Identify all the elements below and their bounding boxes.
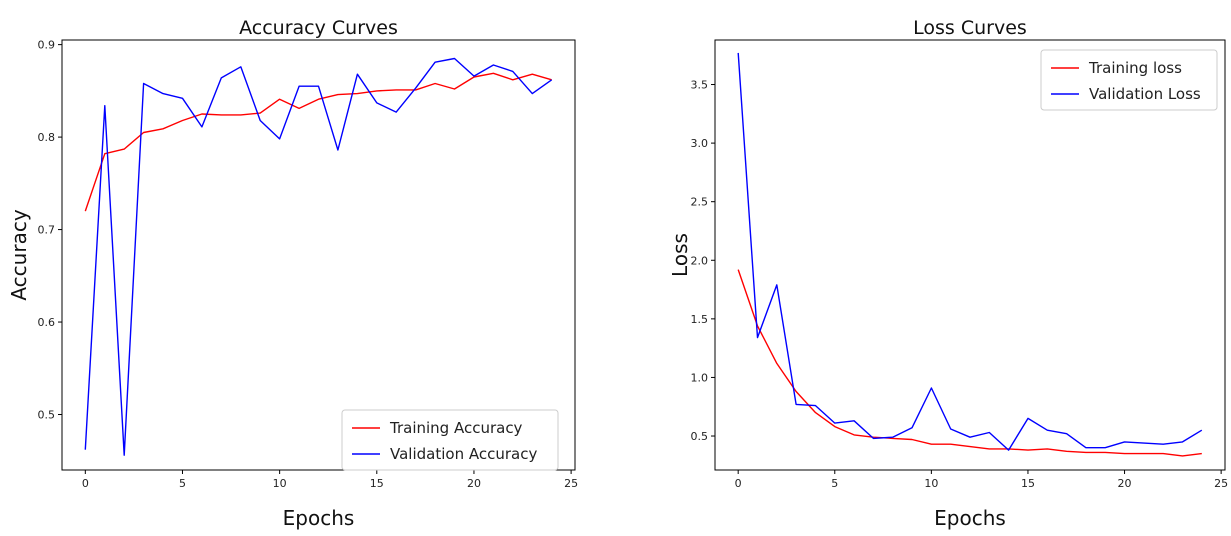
loss-y-tick-label: 3.0 xyxy=(691,137,709,150)
accuracy-series-line-validation-accuracy xyxy=(84,57,553,456)
accuracy-plot-frame xyxy=(61,39,576,471)
loss-x-tick-label: 0 xyxy=(735,477,742,490)
accuracy-series-line-training-accuracy xyxy=(84,72,552,212)
accuracy-legend: Training Accuracy Validation Accuracy xyxy=(341,409,559,471)
loss-y-tick-label: 0.5 xyxy=(691,430,709,443)
loss-x-tick-label: 10 xyxy=(924,477,938,490)
loss-x-tick-label: 25 xyxy=(1214,477,1228,490)
loss-y-axis-label: Loss xyxy=(668,233,692,277)
loss-chart-title: Loss Curves xyxy=(913,17,1027,39)
loss-legend-label: Validation Loss xyxy=(1089,85,1201,103)
loss-x-tick-label: 15 xyxy=(1021,477,1035,490)
loss-y-tick-label: 1.5 xyxy=(691,313,709,326)
accuracy-x-tick-label: 15 xyxy=(370,477,384,490)
accuracy-y-tick-label: 0.5 xyxy=(38,409,56,422)
loss-legend-box xyxy=(1040,49,1218,111)
loss-legend: Training loss Validation Loss xyxy=(1040,49,1218,111)
accuracy-y-axis-label: Accuracy xyxy=(7,209,31,300)
loss-series-line-validation-loss xyxy=(737,52,1203,451)
loss-y-tick-label: 3.5 xyxy=(691,79,709,92)
loss-legend-label: Training loss xyxy=(1088,59,1182,77)
accuracy-y-tick-label: 0.6 xyxy=(38,316,56,329)
loss-plot-frame xyxy=(714,39,1226,471)
accuracy-y-tick-label: 0.9 xyxy=(38,39,56,52)
loss-chart: Loss Curves Epochs Loss 0 5 10 15 20 25 0.5 1.0 1.5… xyxy=(668,17,1228,530)
accuracy-chart-title: Accuracy Curves xyxy=(239,17,398,39)
accuracy-x-tick-label: 25 xyxy=(564,477,578,490)
accuracy-x-tick-label: 0 xyxy=(82,477,89,490)
loss-series-line-training-loss xyxy=(737,269,1202,457)
loss-y-tick-label: 2.0 xyxy=(691,254,709,267)
accuracy-legend-label: Training Accuracy xyxy=(389,419,523,437)
accuracy-y-tick-label: 0.7 xyxy=(38,224,56,237)
loss-y-tick-label: 1.0 xyxy=(691,371,709,384)
accuracy-x-axis-label: Epochs xyxy=(283,506,355,530)
accuracy-legend-box xyxy=(341,409,559,471)
accuracy-x-tick-label: 5 xyxy=(179,477,186,490)
accuracy-y-tick-label: 0.8 xyxy=(38,131,56,144)
loss-y-tick-label: 2.5 xyxy=(691,196,709,209)
loss-x-axis-label: Epochs xyxy=(934,506,1006,530)
loss-x-tick-label: 20 xyxy=(1118,477,1132,490)
accuracy-chart: Accuracy Curves Epochs Accuracy 0 5 10 15 20 25 0… xyxy=(7,17,578,530)
accuracy-x-tick-label: 20 xyxy=(467,477,481,490)
accuracy-legend-label: Validation Accuracy xyxy=(390,445,537,463)
loss-x-tick-label: 5 xyxy=(831,477,838,490)
accuracy-x-tick-label: 10 xyxy=(273,477,287,490)
